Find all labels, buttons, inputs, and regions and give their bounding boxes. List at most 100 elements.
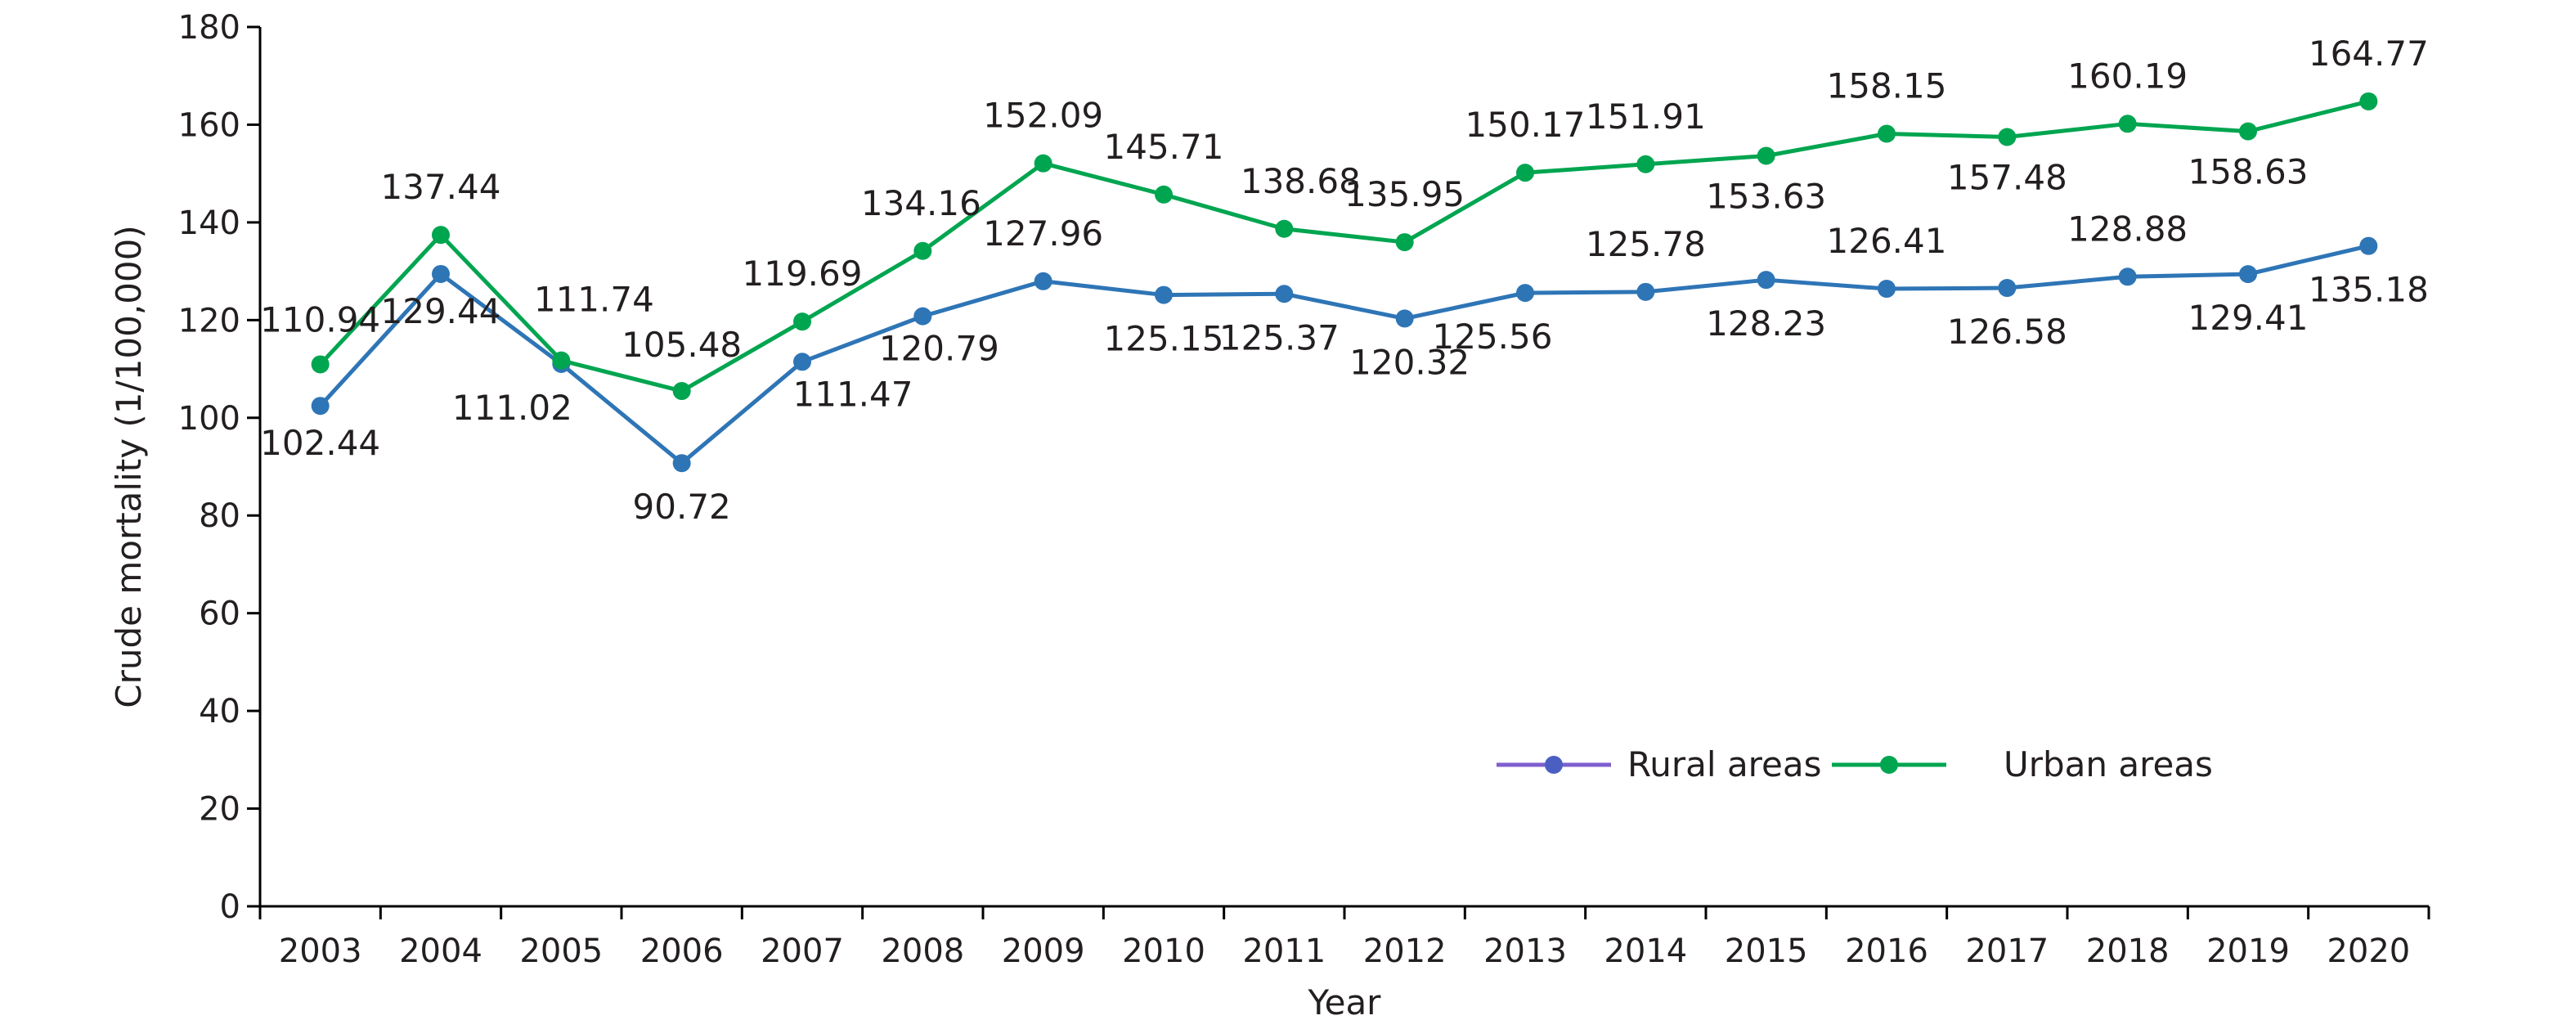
y-tick-label: 120 bbox=[178, 302, 240, 339]
data-label-urban-areas: 111.74 bbox=[534, 280, 654, 320]
data-point-urban-areas bbox=[552, 351, 571, 370]
y-tick-label: 100 bbox=[178, 400, 240, 438]
data-point-rural-areas bbox=[1516, 284, 1534, 303]
data-point-urban-areas bbox=[1516, 164, 1534, 182]
x-tick-label: 2015 bbox=[1725, 932, 1808, 970]
data-label-rural-areas: 111.02 bbox=[452, 388, 572, 428]
data-point-urban-areas bbox=[1395, 233, 1414, 252]
data-label-urban-areas: 135.95 bbox=[1344, 174, 1465, 214]
data-point-rural-areas bbox=[672, 454, 691, 473]
y-tick-label: 40 bbox=[199, 693, 240, 730]
data-label-urban-areas: 158.15 bbox=[1827, 65, 1947, 106]
data-label-urban-areas: 152.09 bbox=[983, 96, 1103, 136]
data-label-urban-areas: 137.44 bbox=[381, 167, 501, 207]
data-point-urban-areas bbox=[1275, 219, 1294, 238]
y-tick-label: 60 bbox=[199, 595, 240, 633]
data-label-urban-areas: 110.94 bbox=[260, 299, 380, 339]
legend-label-rural-areas: Rural areas bbox=[1627, 744, 1821, 784]
data-label-rural-areas: 128.88 bbox=[2067, 209, 2188, 249]
data-label-rural-areas: 90.72 bbox=[633, 487, 731, 527]
data-label-urban-areas: 153.63 bbox=[1706, 176, 1826, 216]
data-point-urban-areas bbox=[793, 312, 811, 331]
data-label-rural-areas: 102.44 bbox=[260, 423, 380, 463]
y-tick-label: 20 bbox=[199, 791, 240, 829]
series-urban-areas bbox=[311, 92, 2378, 401]
legend: Rural areas Urban areas bbox=[1497, 744, 2213, 784]
data-label-urban-areas: 151.91 bbox=[1586, 97, 1706, 137]
data-point-urban-areas bbox=[2239, 122, 2257, 141]
data-point-rural-areas bbox=[1998, 279, 2017, 298]
x-tick-label: 2006 bbox=[640, 932, 724, 970]
x-axis-title: Year bbox=[1308, 982, 1382, 1022]
legend-item-urban-areas: Urban areas bbox=[1832, 744, 2213, 784]
data-label-rural-areas: 126.41 bbox=[1827, 221, 1947, 261]
data-point-urban-areas bbox=[2118, 115, 2137, 133]
x-tick-label: 2008 bbox=[881, 932, 964, 970]
data-label-rural-areas: 125.78 bbox=[1586, 224, 1706, 264]
x-tick-label: 2017 bbox=[1965, 932, 2049, 970]
data-point-urban-areas bbox=[913, 241, 932, 260]
data-label-urban-areas: 157.48 bbox=[1947, 157, 2067, 197]
series-layer bbox=[311, 92, 2378, 473]
data-point-urban-areas bbox=[1155, 185, 1173, 204]
data-label-urban-areas: 105.48 bbox=[622, 325, 742, 365]
data-label-rural-areas: 135.18 bbox=[2309, 270, 2429, 310]
x-tick-label: 2019 bbox=[2206, 932, 2290, 970]
x-tick-label: 2016 bbox=[1845, 932, 1928, 970]
data-point-rural-areas bbox=[311, 397, 330, 416]
data-label-urban-areas: 150.17 bbox=[1465, 105, 1586, 145]
data-label-rural-areas: 128.23 bbox=[1706, 303, 1826, 344]
legend-item-rural-areas: Rural areas bbox=[1497, 744, 1821, 784]
legend-label-urban-areas: Urban areas bbox=[2004, 744, 2213, 784]
x-tick-label: 2013 bbox=[1483, 932, 1567, 970]
data-point-urban-areas bbox=[1034, 154, 1052, 173]
x-tick-label: 2014 bbox=[1604, 932, 1687, 970]
data-point-rural-areas bbox=[2239, 265, 2257, 284]
x-tick-label: 2004 bbox=[399, 932, 482, 970]
data-labels-layer: 102.44 129.44 111.02 90.72 111.47 120.79 127.9… bbox=[260, 34, 2429, 527]
y-tick-label: 80 bbox=[199, 497, 240, 535]
data-point-rural-areas bbox=[913, 307, 932, 326]
data-point-rural-areas bbox=[2118, 267, 2137, 286]
x-tick-label: 2012 bbox=[1363, 932, 1447, 970]
y-tick-label: 140 bbox=[178, 204, 240, 242]
x-ticks: 2003 2004 2005 2006 2007 2008 2009 2010 2011 2012… bbox=[258, 906, 2430, 970]
data-label-rural-areas: 125.15 bbox=[1104, 319, 1224, 359]
data-point-urban-areas bbox=[311, 355, 330, 374]
data-label-rural-areas: 111.47 bbox=[793, 374, 913, 414]
data-label-rural-areas: 125.56 bbox=[1433, 317, 1553, 357]
data-point-urban-areas bbox=[432, 226, 450, 245]
legend-marker-rural-areas bbox=[1545, 756, 1563, 774]
x-tick-label: 2011 bbox=[1242, 932, 1326, 970]
data-point-rural-areas bbox=[1155, 285, 1173, 304]
series-line-urban-areas bbox=[318, 99, 2369, 393]
data-label-rural-areas: 129.41 bbox=[2188, 298, 2309, 338]
x-tick-label: 2009 bbox=[1002, 932, 1085, 970]
data-point-rural-areas bbox=[1034, 272, 1052, 290]
data-label-rural-areas: 129.44 bbox=[381, 291, 501, 331]
x-tick-label: 2003 bbox=[279, 932, 362, 970]
y-tick-label: 160 bbox=[178, 106, 240, 144]
series-rural-areas bbox=[311, 236, 2378, 473]
data-point-rural-areas bbox=[1878, 280, 1896, 299]
data-label-urban-areas: 158.63 bbox=[2188, 152, 2309, 192]
data-label-rural-areas: 127.96 bbox=[983, 213, 1103, 254]
x-tick-label: 2020 bbox=[2327, 932, 2410, 970]
legend-marker-urban-areas bbox=[1880, 756, 1898, 774]
x-tick-label: 2007 bbox=[761, 932, 844, 970]
data-point-rural-areas bbox=[2359, 236, 2378, 255]
data-point-rural-areas bbox=[793, 353, 811, 371]
y-tick-label: 180 bbox=[178, 9, 240, 47]
y-axis-title: Crude mortality (1/100,000) bbox=[109, 225, 149, 708]
data-point-urban-areas bbox=[1998, 128, 2017, 146]
data-label-urban-areas: 134.16 bbox=[861, 183, 981, 223]
x-tick-label: 2010 bbox=[1122, 932, 1205, 970]
data-label-urban-areas: 138.68 bbox=[1241, 161, 1361, 201]
data-label-urban-areas: 160.19 bbox=[2067, 56, 2188, 96]
data-label-urban-areas: 145.71 bbox=[1104, 127, 1224, 167]
x-tick-label: 2005 bbox=[519, 932, 603, 970]
y-tick-label: 0 bbox=[220, 888, 240, 926]
data-point-rural-areas bbox=[1757, 271, 1775, 290]
